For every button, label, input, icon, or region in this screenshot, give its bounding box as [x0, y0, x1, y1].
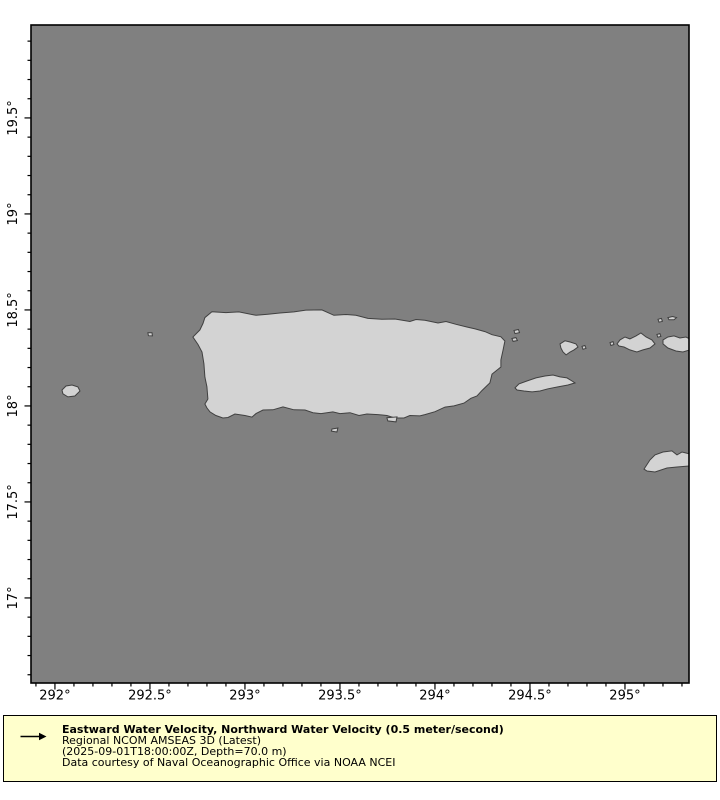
island-cordillera-islet-2 — [513, 328, 521, 335]
legend-dataset-line: Regional NCOM AMSEAS 3D (Latest) — [62, 734, 261, 747]
y-tick-label: 17° — [6, 586, 21, 609]
x-tick-label: 295° — [609, 689, 640, 704]
legend-timestamp-line: (2025-09-01T18:00:00Z, Depth=70.0 m) — [62, 745, 287, 758]
land-layer — [61, 309, 689, 473]
island-flat-islet-north — [667, 315, 678, 321]
x-tick-label: 292.5° — [128, 689, 172, 704]
legend-text-block: Eastward Water Velocity, Northward Water… — [62, 724, 504, 768]
island-caja-de-muertos — [330, 427, 339, 433]
y-tick-label: 19° — [6, 202, 21, 225]
legend-credit-line: Data courtesy of Naval Oceanographic Off… — [62, 756, 396, 769]
velocity-vector-arrow-icon — [20, 732, 47, 741]
y-tick-label: 17.5° — [6, 484, 21, 519]
x-tick-label: 294° — [419, 689, 450, 704]
island-st-thomas — [616, 332, 656, 353]
island-puerto-rico — [192, 309, 506, 419]
island-culebra — [559, 340, 579, 356]
island-st-john — [662, 335, 689, 353]
island-st-croix — [643, 450, 689, 473]
x-tick-label: 293.5° — [318, 689, 362, 704]
plot-frame — [30, 24, 690, 684]
island-hans-lollik — [657, 317, 664, 323]
x-tick-label: 293° — [229, 689, 260, 704]
x-tick-label: 294.5° — [508, 689, 552, 704]
island-culebrita — [581, 344, 587, 350]
island-vieques — [514, 374, 577, 393]
island-islet-east-st-thomas — [656, 332, 662, 338]
island-islet-vieques-sound — [609, 340, 615, 347]
island-cordillera-islet-1 — [511, 337, 519, 342]
island-mona — [61, 384, 81, 398]
y-tick-label: 19.5° — [6, 100, 21, 135]
x-tick-label: 292° — [39, 689, 70, 704]
y-tick-label: 18° — [6, 394, 21, 417]
legend-title: Eastward Water Velocity, Northward Water… — [62, 723, 504, 736]
island-desecheo — [147, 332, 153, 337]
legend-box: Eastward Water Velocity, Northward Water… — [3, 715, 717, 782]
y-tick-label: 18.5° — [6, 292, 21, 327]
island-islet-south-coast — [386, 416, 398, 423]
